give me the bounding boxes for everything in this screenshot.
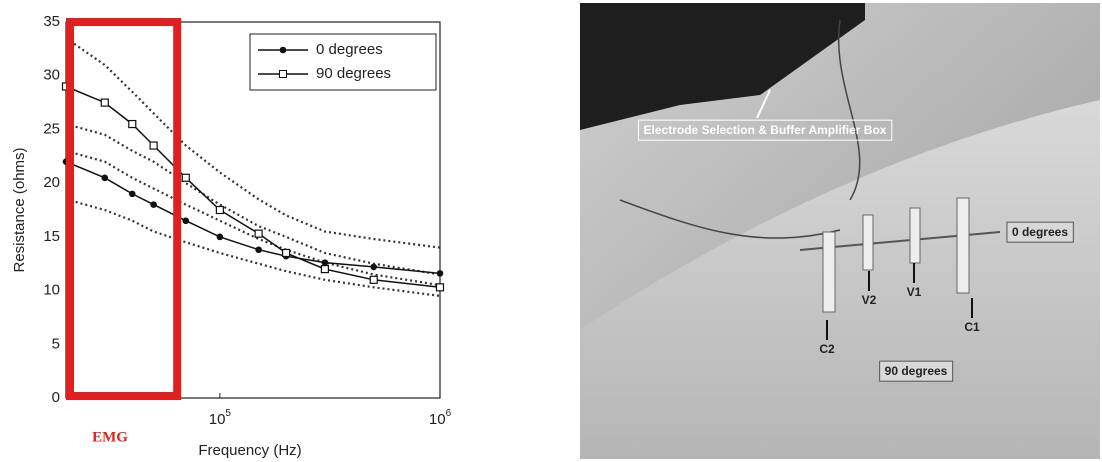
marker bbox=[129, 121, 136, 128]
legend-label: 90 degrees bbox=[316, 65, 391, 82]
tick-exponent: 5 bbox=[225, 408, 231, 419]
marker bbox=[217, 234, 224, 241]
marker bbox=[182, 217, 189, 224]
y-tick-label: 25 bbox=[43, 120, 60, 137]
series-line bbox=[66, 87, 440, 288]
photo-label: 90 degrees bbox=[885, 364, 948, 378]
marker bbox=[150, 142, 157, 149]
tick-base: 10 bbox=[429, 411, 446, 428]
highlight-label: EMG bbox=[92, 429, 128, 445]
marker bbox=[150, 201, 157, 208]
photo: Electrode Selection & Buffer Amplifier B… bbox=[580, 3, 1100, 459]
electrode bbox=[957, 198, 969, 293]
photo-label: 0 degrees bbox=[1012, 225, 1068, 239]
x-axis-label: Frequency (Hz) bbox=[198, 442, 301, 459]
marker bbox=[255, 246, 262, 253]
marker bbox=[216, 207, 223, 214]
x-tick-label: 106 bbox=[429, 408, 452, 428]
y-tick-label: 5 bbox=[52, 335, 60, 352]
y-tick-label: 30 bbox=[43, 67, 60, 84]
photo-label: Electrode Selection & Buffer Amplifier B… bbox=[644, 123, 887, 137]
y-axis-label: Resistance (ohms) bbox=[11, 147, 28, 272]
series-line bbox=[66, 162, 440, 274]
photo-label: V1 bbox=[907, 285, 922, 299]
marker bbox=[101, 174, 108, 181]
marker bbox=[283, 249, 290, 256]
marker bbox=[437, 284, 444, 291]
y-tick-label: 35 bbox=[43, 13, 60, 30]
electrode bbox=[910, 208, 920, 263]
legend-marker bbox=[280, 47, 287, 54]
x-tick-label: 105 bbox=[209, 408, 232, 428]
marker bbox=[370, 264, 377, 271]
photo-label: V2 bbox=[862, 293, 877, 307]
marker bbox=[322, 259, 329, 266]
marker bbox=[321, 266, 328, 273]
marker bbox=[370, 276, 377, 283]
photo-label: C2 bbox=[819, 342, 835, 356]
y-tick-label: 15 bbox=[43, 228, 60, 245]
legend-label: 0 degrees bbox=[316, 41, 383, 58]
marker bbox=[182, 174, 189, 181]
marker bbox=[101, 99, 108, 106]
marker bbox=[437, 270, 444, 277]
tick-base: 10 bbox=[209, 411, 226, 428]
figure: Electrode Selection & Buffer Amplifier B… bbox=[0, 0, 1102, 462]
marker bbox=[129, 191, 136, 198]
photo-label: C1 bbox=[964, 320, 980, 334]
y-tick-label: 0 bbox=[52, 389, 60, 406]
electrode bbox=[863, 215, 873, 270]
band-line bbox=[66, 124, 440, 274]
y-tick-label: 20 bbox=[43, 174, 60, 191]
y-tick-label: 10 bbox=[43, 282, 60, 299]
marker bbox=[255, 230, 262, 237]
tick-exponent: 6 bbox=[446, 408, 452, 419]
electrode bbox=[823, 232, 835, 312]
legend-marker bbox=[280, 71, 287, 78]
